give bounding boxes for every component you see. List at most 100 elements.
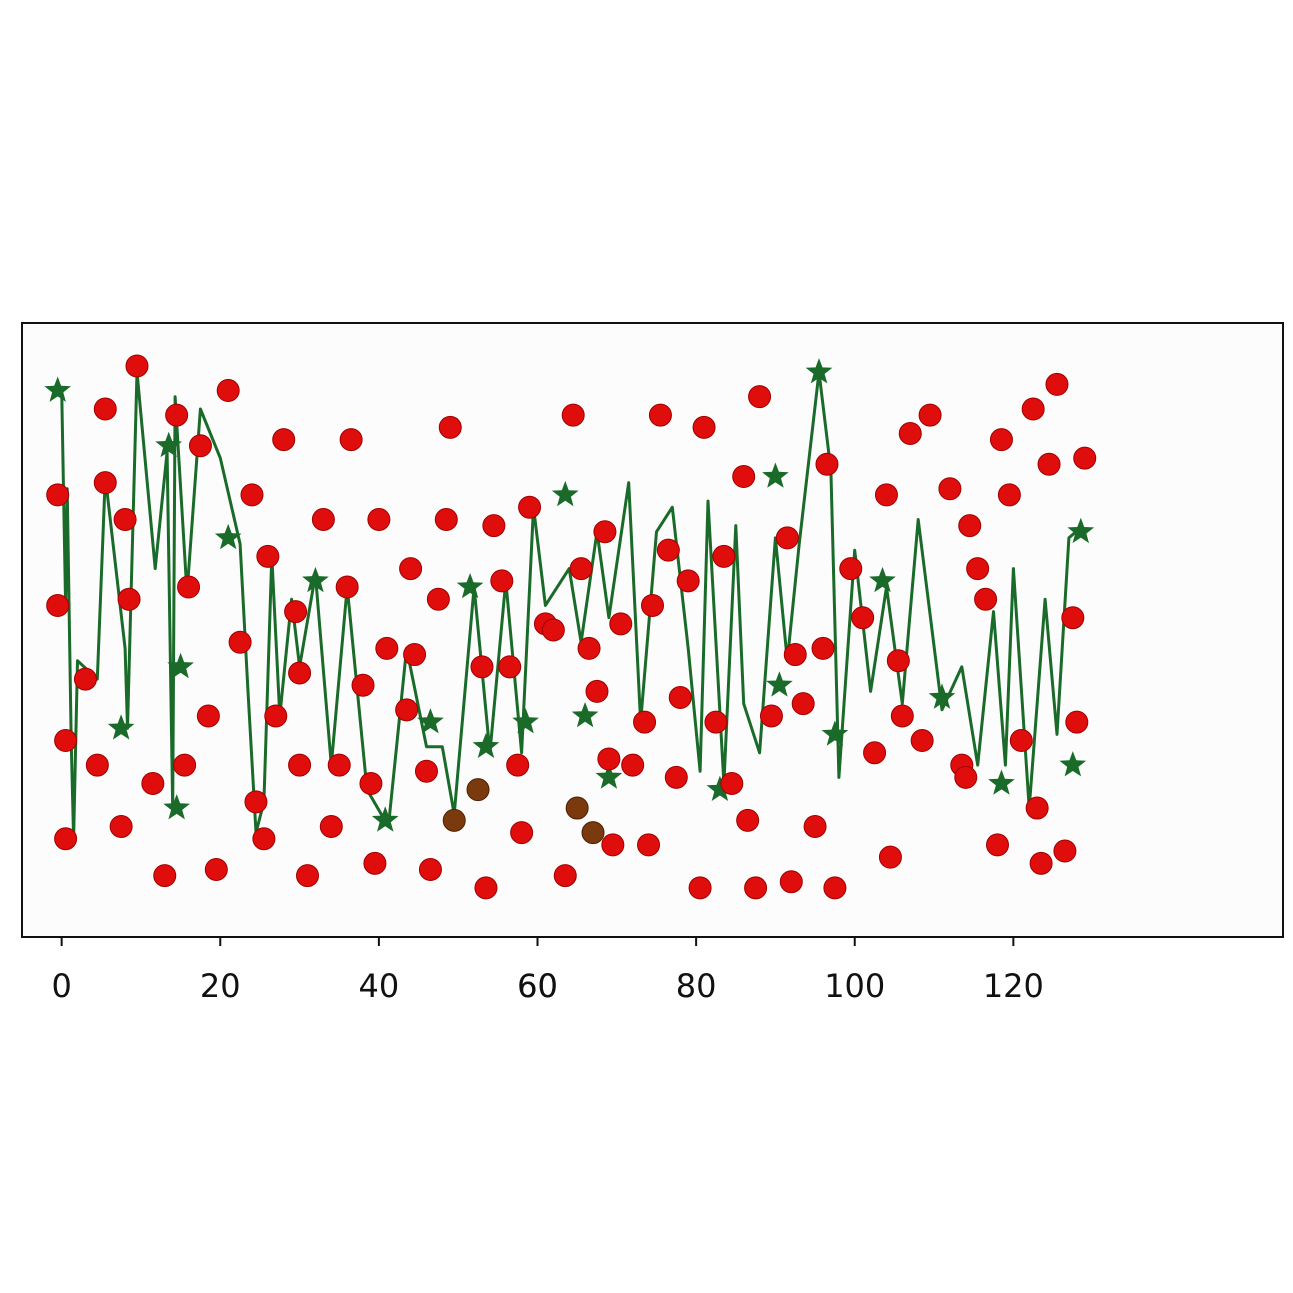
red-dot-point xyxy=(395,698,419,722)
brown-dot-point xyxy=(442,808,466,832)
red-dot-point xyxy=(958,514,982,538)
x-tick-label: 100 xyxy=(824,967,885,1005)
red-dot-point xyxy=(541,618,565,642)
red-dot-point xyxy=(664,765,688,789)
red-dot-point xyxy=(351,673,375,697)
red-dot-point xyxy=(363,851,387,875)
star-point xyxy=(1067,517,1095,544)
red-dot-point xyxy=(85,753,109,777)
red-dot-point xyxy=(597,747,621,771)
red-dot-point xyxy=(736,808,760,832)
red-dot-point xyxy=(177,575,201,599)
red-dot-point xyxy=(288,661,312,685)
red-dot-point xyxy=(601,833,625,857)
red-dot-point xyxy=(173,753,197,777)
star-point xyxy=(302,566,329,593)
star-point xyxy=(512,708,539,734)
red-dot-point xyxy=(93,471,117,495)
red-dot-point xyxy=(704,710,728,734)
star-point xyxy=(167,652,194,679)
x-tick-label: 40 xyxy=(359,967,400,1005)
star-point xyxy=(571,702,599,728)
red-dot-point xyxy=(839,557,863,581)
red-dot-point xyxy=(482,514,506,538)
red-dot-point xyxy=(510,821,534,845)
red-dot-point xyxy=(113,507,137,531)
star-point xyxy=(371,806,399,832)
red-dot-point xyxy=(1009,729,1033,753)
red-dot-point xyxy=(335,575,359,599)
red-dot-point xyxy=(648,403,672,427)
red-dot-point xyxy=(506,753,530,777)
brown-dot-point xyxy=(565,796,589,820)
red-dot-point xyxy=(676,569,700,593)
series-line xyxy=(60,370,1085,841)
red-dot-point xyxy=(803,814,827,838)
red-dot-point xyxy=(125,354,149,378)
brown-dot-point xyxy=(581,821,605,845)
red-dot-point xyxy=(1037,452,1061,476)
red-dot-point xyxy=(117,587,141,611)
red-dot-point xyxy=(264,704,288,728)
red-dot-point xyxy=(561,403,585,427)
star-point xyxy=(472,732,500,758)
plot-area xyxy=(44,354,1097,900)
red-dot-point xyxy=(1021,397,1045,421)
red-dot-point xyxy=(775,526,799,550)
red-dot-point xyxy=(577,636,601,660)
red-dot-point xyxy=(109,814,133,838)
red-dot-point xyxy=(319,814,343,838)
red-dot-point xyxy=(744,876,768,900)
star-point xyxy=(163,794,190,820)
red-dot-point xyxy=(141,772,165,795)
red-dot-point xyxy=(470,655,494,679)
red-dot-point xyxy=(668,686,692,710)
red-dot-point xyxy=(874,483,898,507)
red-dot-point xyxy=(811,636,835,660)
star-point xyxy=(417,708,444,734)
red-dot-point xyxy=(637,833,661,857)
red-dot-point xyxy=(196,704,220,728)
red-dot-point xyxy=(165,403,189,427)
star-point xyxy=(551,480,579,507)
red-dot-point xyxy=(474,876,498,900)
x-tick-label: 60 xyxy=(517,967,558,1005)
red-dot-point xyxy=(886,649,910,673)
red-dot-point xyxy=(367,507,391,531)
red-dot-point xyxy=(272,428,296,452)
red-dot-point xyxy=(1061,606,1085,630)
red-dot-point xyxy=(1025,796,1049,820)
star-point xyxy=(155,431,182,458)
red-dot-point xyxy=(244,790,268,814)
red-dot-point xyxy=(418,857,442,881)
red-dot-point xyxy=(974,587,998,611)
red-dot-point xyxy=(779,870,803,894)
star-point xyxy=(988,769,1015,795)
red-dot-point xyxy=(938,477,962,501)
red-dot-point xyxy=(863,741,887,765)
star-point xyxy=(762,462,789,488)
red-dot-point xyxy=(878,845,902,869)
x-tick-label: 0 xyxy=(51,967,71,1005)
star-point xyxy=(869,566,896,593)
red-dot-point xyxy=(256,544,280,568)
red-dot-point xyxy=(910,729,934,753)
red-dot-point xyxy=(759,704,783,728)
red-dot-point xyxy=(46,483,70,507)
red-dot-point xyxy=(720,772,744,795)
red-dot-point xyxy=(569,557,593,581)
red-dot-point xyxy=(966,557,990,581)
star-point xyxy=(766,671,793,697)
star-point xyxy=(706,775,734,801)
red-dot-point xyxy=(815,452,839,476)
red-dot-point xyxy=(1029,851,1053,875)
red-dot-point xyxy=(641,593,664,617)
red-dot-point xyxy=(732,465,756,488)
star-point xyxy=(1059,751,1087,777)
red-dot-point xyxy=(403,643,427,667)
star-point xyxy=(214,523,242,550)
red-dot-point xyxy=(621,753,645,777)
red-dot-point xyxy=(688,876,712,900)
brown-dot-point xyxy=(466,778,490,802)
